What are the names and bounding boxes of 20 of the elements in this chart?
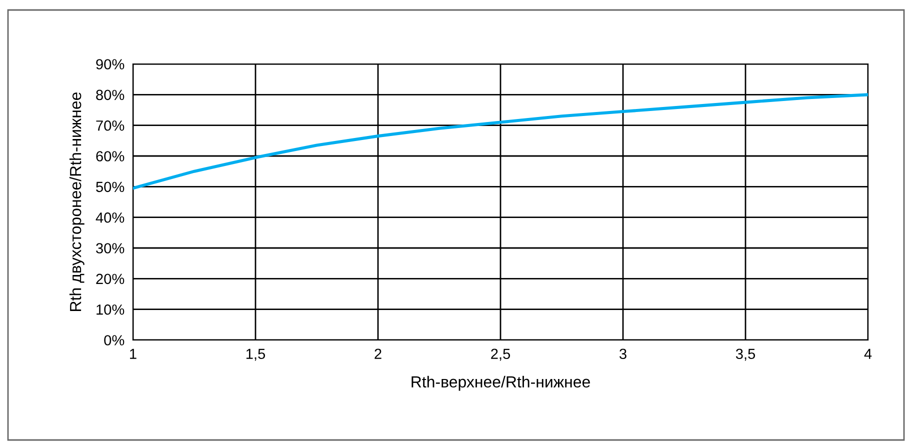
y-tick-label: 80% bbox=[96, 90, 124, 100]
y-tick-label: 70% bbox=[96, 120, 124, 131]
x-tick-label: 3 bbox=[620, 348, 626, 360]
x-axis-title: Rth-верхнее/Rth-нижнее bbox=[412, 376, 590, 391]
x-tick-label: 3,5 bbox=[736, 348, 756, 361]
y-tick-label: 20% bbox=[96, 274, 124, 284]
x-tick-label: 2 bbox=[374, 348, 382, 359]
y-tick-label: 50% bbox=[96, 182, 124, 192]
y-axis-title: Rth двухсторонее/Rth-нижнее bbox=[69, 92, 84, 311]
y-tick-label: 0% bbox=[104, 335, 124, 346]
line-series bbox=[133, 93, 868, 190]
y-tick-label: 90% bbox=[96, 59, 124, 70]
x-tick-label: 4 bbox=[864, 348, 872, 359]
y-tick-label: 40% bbox=[96, 212, 124, 223]
y-tick-label: 10% bbox=[96, 304, 124, 315]
x-tick-label: 1 bbox=[130, 348, 136, 359]
x-tick-label: 2,5 bbox=[491, 348, 510, 361]
y-tick-label: 60% bbox=[96, 151, 124, 162]
y-tick-label: 30% bbox=[96, 243, 124, 254]
x-tick-label: 1,5 bbox=[246, 348, 266, 361]
